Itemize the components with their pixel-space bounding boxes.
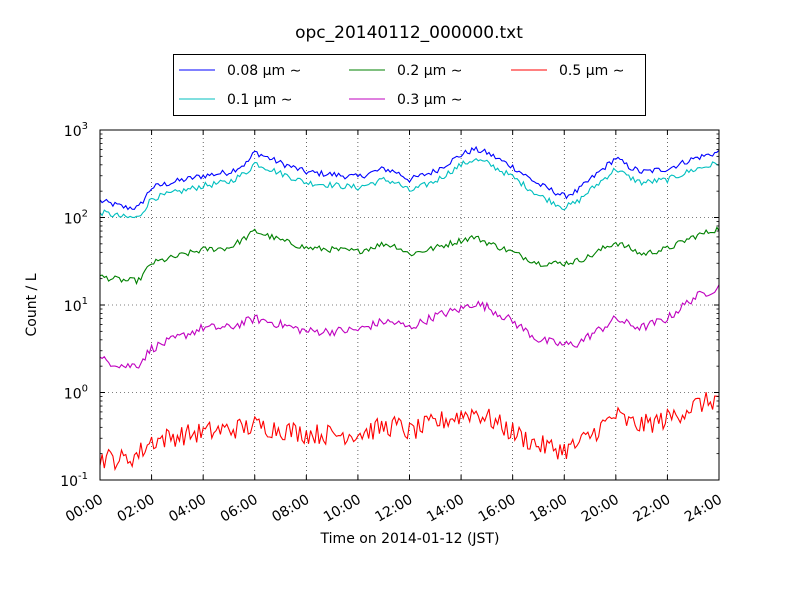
y-tick-exponent: 2 (82, 209, 88, 220)
x-tick-label: 14:00 (424, 492, 467, 526)
y-tick-base: 10 (64, 212, 82, 228)
x-tick-label: 16:00 (476, 492, 519, 526)
series-line-3 (99, 284, 720, 369)
y-tick-base: 10 (60, 474, 78, 490)
y-tick-label: 103 (64, 121, 88, 140)
y-tick-label: 102 (64, 209, 88, 228)
x-tick-label: 18:00 (527, 492, 570, 526)
y-tick-base: 10 (64, 387, 82, 403)
y-tick-label: 100 (64, 384, 88, 403)
x-tick-label: 12:00 (373, 492, 416, 526)
y-tick-base: 10 (64, 124, 82, 140)
series-line-4 (99, 392, 720, 472)
legend-label: 0.1 μm ∼ (227, 92, 292, 108)
x-tick-label: 06:00 (218, 492, 261, 526)
x-tick-label: 02:00 (115, 492, 158, 526)
y-tick-label: 101 (64, 296, 88, 315)
series-line-0 (99, 145, 720, 211)
x-axis-label: Time on 2014-01-12 (JST) (320, 531, 500, 547)
legend-label: 0.5 μm ∼ (559, 63, 624, 79)
legend-label: 0.08 μm ∼ (227, 63, 301, 79)
x-tick-label: 10:00 (321, 492, 364, 526)
x-tick-label: 08:00 (269, 492, 312, 526)
y-tick-exponent: 3 (82, 121, 88, 132)
y-tick-exponent: 0 (82, 384, 88, 395)
x-tick-label: 22:00 (630, 492, 673, 526)
legend: 0.08 μm ∼ 0.1 μm ∼ 0.2 μm ∼ 0.3 μm ∼ 0.5 μm … (173, 54, 646, 116)
legend-box (173, 54, 646, 116)
y-tick-exponent: -1 (78, 471, 88, 482)
y-tick-base: 10 (64, 299, 82, 315)
x-tick-label: 24:00 (682, 492, 725, 526)
y-axis-label: Count / L (24, 273, 40, 336)
legend-label: 0.3 μm ∼ (397, 92, 462, 108)
series-group (99, 145, 720, 472)
y-tick-label: 10-1 (60, 471, 88, 490)
chart-title: opc_20140112_000000.txt (295, 23, 523, 43)
y-tick-exponent: 1 (82, 296, 88, 307)
legend-label: 0.2 μm ∼ (397, 63, 462, 79)
x-tick-label: 00:00 (63, 492, 106, 526)
x-tick-label: 04:00 (166, 492, 209, 526)
series-line-1 (99, 157, 720, 219)
x-tick-label: 20:00 (579, 492, 622, 526)
series-line-2 (99, 226, 720, 286)
